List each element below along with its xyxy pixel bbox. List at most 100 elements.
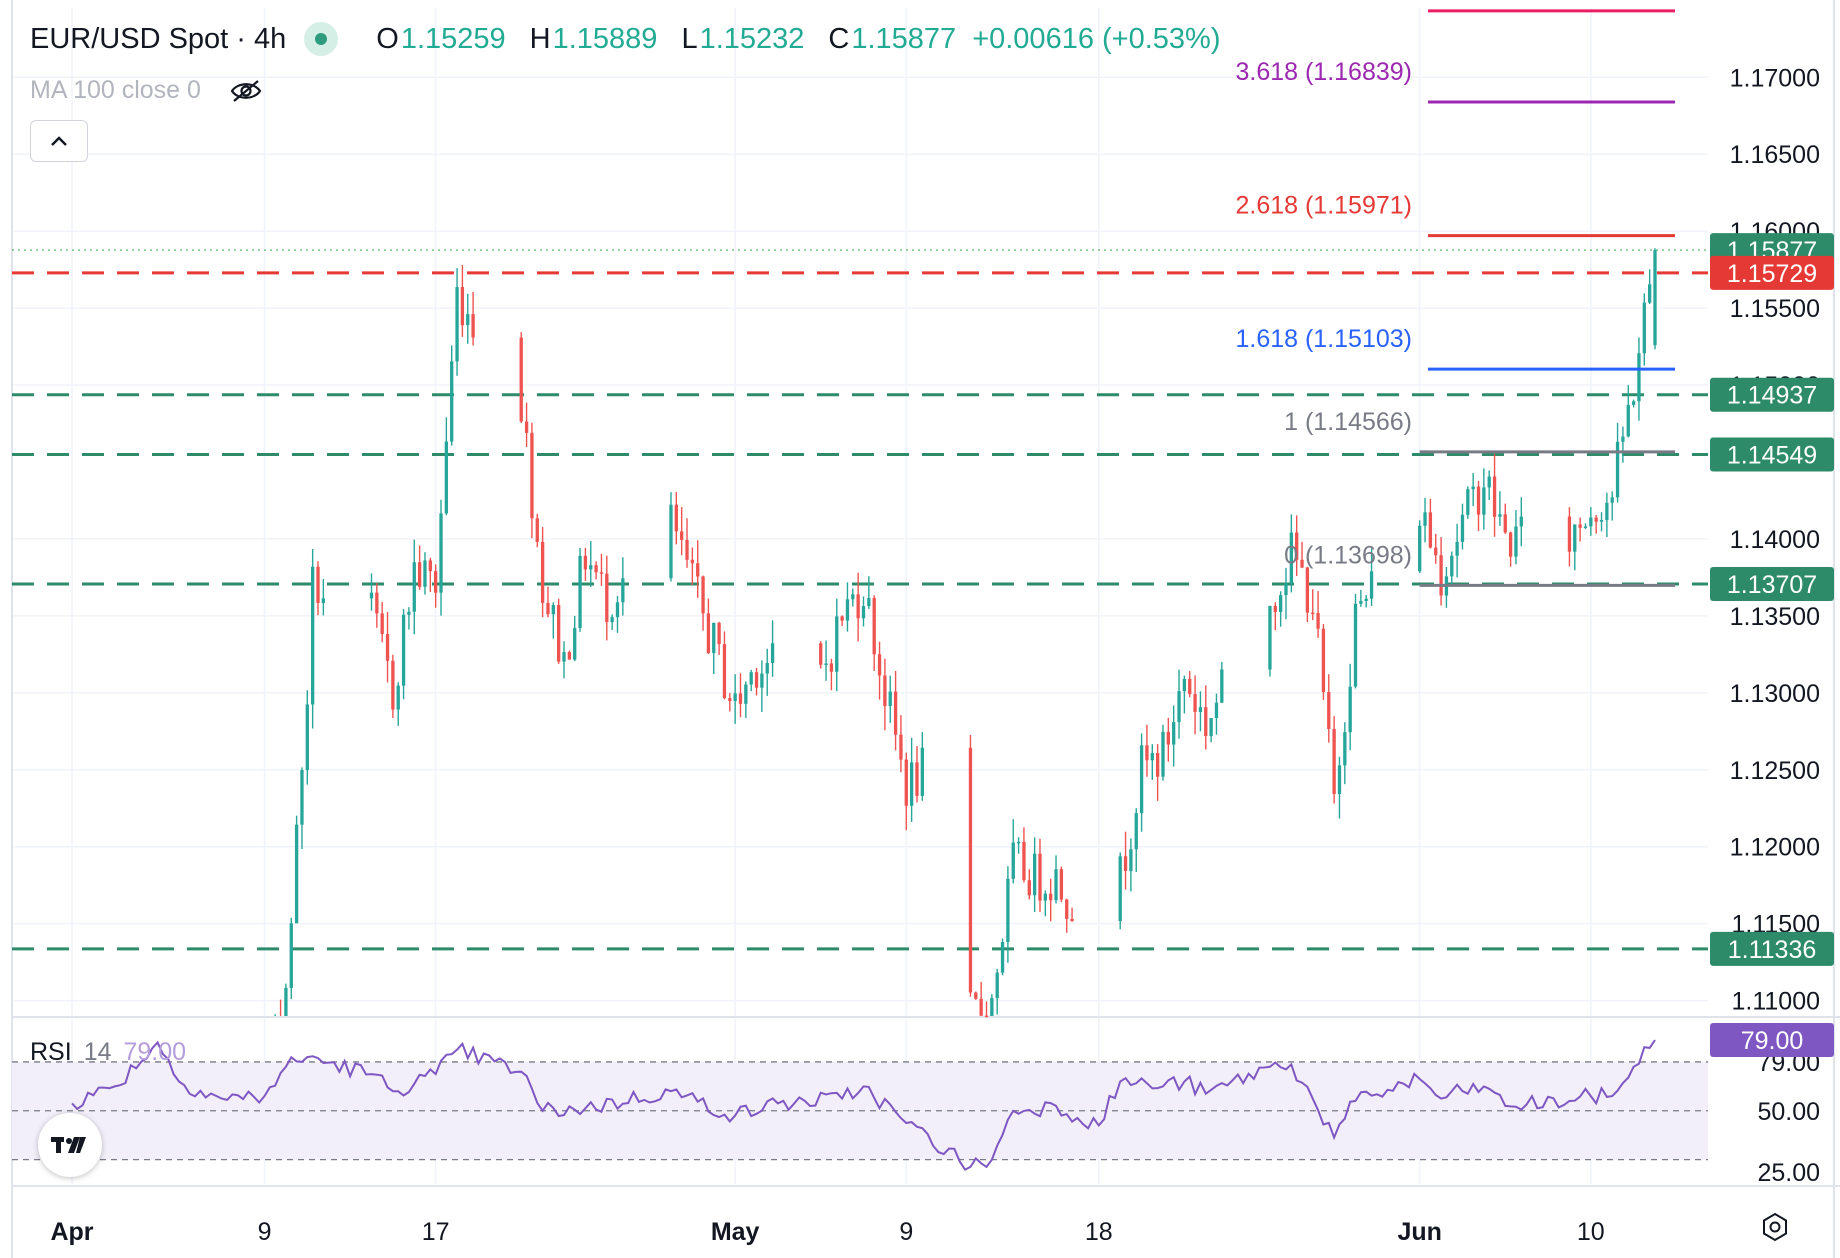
high-value: 1.15889 bbox=[552, 22, 658, 55]
candle-body bbox=[621, 578, 625, 603]
candle-body bbox=[1626, 404, 1630, 437]
candle-body bbox=[1327, 692, 1331, 729]
candle-body bbox=[851, 594, 855, 600]
candle-body bbox=[578, 555, 582, 629]
candle-body bbox=[1615, 441, 1620, 498]
price-axis-tick: 1.13500 bbox=[1730, 603, 1820, 631]
candle-body bbox=[1188, 678, 1192, 695]
candle-body bbox=[385, 634, 390, 661]
candle-body bbox=[1182, 678, 1187, 692]
fib-level-label: 2.618 (1.15971) bbox=[1235, 192, 1412, 220]
price-axis-tick: 1.14000 bbox=[1730, 526, 1820, 554]
rsi-axis-tick: 25.00 bbox=[1757, 1159, 1820, 1187]
candle-body bbox=[696, 563, 700, 577]
candle-body bbox=[412, 562, 416, 612]
candle-body bbox=[872, 597, 876, 655]
candle-body bbox=[1311, 612, 1315, 615]
price-label-text: 1.14549 bbox=[1727, 441, 1817, 469]
price-label-badge bbox=[1710, 377, 1834, 412]
rsi-legend[interactable]: RSI 14 79.00 bbox=[30, 1038, 186, 1067]
candle-body bbox=[1589, 517, 1593, 527]
candle-body bbox=[321, 598, 326, 603]
fibonacci-extension: 3.618 (1.16839) 2.618 (1.15971) 1.618 (1.1… bbox=[1235, 9, 1675, 587]
candle-body bbox=[1059, 869, 1064, 900]
candle-body bbox=[1418, 525, 1422, 572]
candle-body bbox=[583, 555, 588, 570]
candle-body bbox=[1519, 516, 1523, 527]
candle-body bbox=[1578, 524, 1582, 528]
candle-body bbox=[845, 599, 850, 621]
candle-body bbox=[1145, 745, 1149, 761]
candle-body bbox=[829, 663, 834, 672]
candle-body bbox=[1139, 745, 1144, 814]
candle-body bbox=[460, 287, 465, 326]
candle-body bbox=[1637, 353, 1641, 402]
candle-body bbox=[1594, 517, 1598, 522]
candle-body bbox=[856, 594, 860, 619]
change-value: +0.00616 (+0.53%) bbox=[972, 22, 1221, 55]
candle-body bbox=[974, 992, 978, 999]
candle-body bbox=[1123, 856, 1128, 871]
candle-body bbox=[1353, 603, 1358, 687]
price-axis-tick: 1.13000 bbox=[1730, 680, 1820, 708]
candle-body bbox=[1118, 856, 1122, 921]
tradingview-logo-icon[interactable] bbox=[38, 1113, 102, 1177]
candle-body bbox=[1455, 541, 1459, 556]
candle-body bbox=[311, 566, 315, 705]
time-axis-tick: 18 bbox=[1085, 1218, 1113, 1246]
candle-body bbox=[1460, 514, 1465, 542]
time-axis-tick: 9 bbox=[899, 1218, 913, 1246]
time-axis-tick: 9 bbox=[258, 1218, 272, 1246]
candle-body bbox=[284, 987, 288, 1016]
price-axis-tick: 1.15500 bbox=[1730, 295, 1820, 323]
time-axis-tick: Jun bbox=[1397, 1218, 1441, 1246]
eye-off-icon[interactable] bbox=[229, 79, 263, 103]
collapse-legend-button[interactable] bbox=[30, 120, 88, 162]
candle-body bbox=[1653, 250, 1657, 346]
settings-icon[interactable] bbox=[1760, 1212, 1790, 1242]
candle-body bbox=[701, 576, 705, 614]
candle-body bbox=[968, 747, 973, 993]
rsi-line bbox=[71, 1039, 1656, 1171]
candle-body bbox=[1284, 583, 1288, 596]
candle-body bbox=[733, 693, 737, 702]
candle-body bbox=[391, 660, 395, 710]
candle-body bbox=[546, 602, 550, 615]
candle-body bbox=[674, 504, 678, 532]
candle-body bbox=[904, 759, 908, 806]
candle-body bbox=[530, 432, 534, 519]
market-status-icon[interactable] bbox=[304, 22, 339, 56]
candle-body bbox=[1498, 514, 1502, 517]
candle-body bbox=[1466, 489, 1470, 515]
price-label-badge bbox=[1710, 931, 1834, 966]
symbol-title[interactable]: EUR/USD Spot · 4h bbox=[30, 22, 287, 55]
candle-body bbox=[1423, 512, 1427, 526]
candle-body bbox=[749, 672, 753, 685]
ma-indicator-legend[interactable]: MA 100 close 0 bbox=[30, 76, 263, 105]
symbol-legend: EUR/USD Spot · 4h O 1.15259 H 1.15889 L 1.1… bbox=[30, 22, 1221, 56]
fib-level-label: 1.618 (1.15103) bbox=[1235, 325, 1412, 353]
candle-body bbox=[1038, 853, 1042, 901]
candle-body bbox=[1642, 302, 1646, 354]
fib-level-label: 3.618 (1.16839) bbox=[1235, 58, 1412, 86]
candle-body bbox=[401, 614, 406, 686]
candle-body bbox=[1198, 707, 1203, 712]
candles bbox=[274, 248, 1657, 1018]
candle-body bbox=[685, 539, 689, 560]
low-value: 1.15232 bbox=[699, 22, 805, 55]
candle-body bbox=[824, 663, 828, 665]
candle-body bbox=[712, 622, 716, 654]
candle-body bbox=[915, 762, 919, 796]
candle-body bbox=[1214, 702, 1219, 719]
candle-body bbox=[557, 605, 561, 662]
price-axis-tick: 1.12500 bbox=[1730, 757, 1820, 785]
rsi-value-badge bbox=[1710, 1022, 1834, 1057]
candle-body bbox=[1439, 555, 1443, 596]
candle-body bbox=[1177, 691, 1181, 723]
candle-body bbox=[1049, 893, 1053, 901]
candle-body bbox=[728, 698, 732, 702]
candle-body bbox=[428, 560, 432, 572]
candle-body bbox=[417, 562, 422, 587]
ma-label: MA 100 close 0 bbox=[30, 76, 201, 104]
candle-body bbox=[455, 287, 459, 362]
